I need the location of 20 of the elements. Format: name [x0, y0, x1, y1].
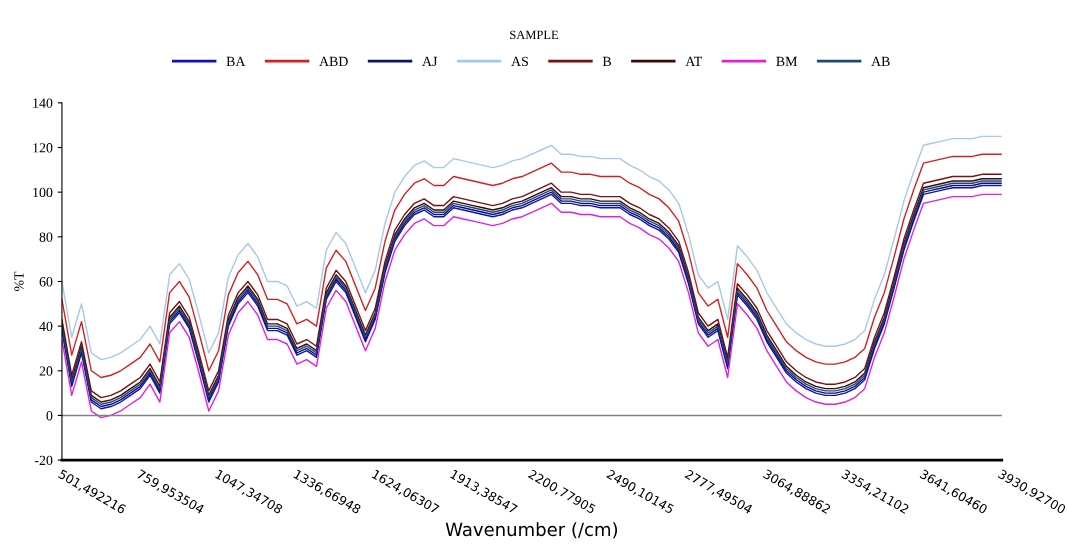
y-axis-title: %T	[14, 271, 24, 292]
y-tick-label: 120	[33, 143, 53, 153]
legend-label: AT	[685, 56, 703, 66]
y-tick-label: 0	[46, 411, 53, 421]
y-tick-label: 20	[39, 366, 53, 376]
x-axis-title: Wavenumber (/cm)	[445, 522, 618, 539]
y-tick-label: 40	[39, 321, 53, 332]
legend-label: AS	[511, 56, 528, 67]
chart-title: SAMPLE	[510, 30, 559, 40]
y-tick-label: 60	[39, 277, 53, 287]
legend-label: B	[602, 56, 611, 67]
y-tick-label: -20	[34, 455, 53, 466]
legend-label: ABD	[319, 56, 348, 67]
y-tick-label: 140	[33, 98, 53, 108]
legend-label: BM	[776, 56, 798, 67]
y-tick-label: 100	[33, 187, 53, 198]
legend-label: AJ	[422, 56, 438, 67]
legend-label: BA	[226, 56, 246, 67]
y-tick-label: 80	[39, 232, 53, 242]
legend-label: AB	[871, 56, 890, 67]
